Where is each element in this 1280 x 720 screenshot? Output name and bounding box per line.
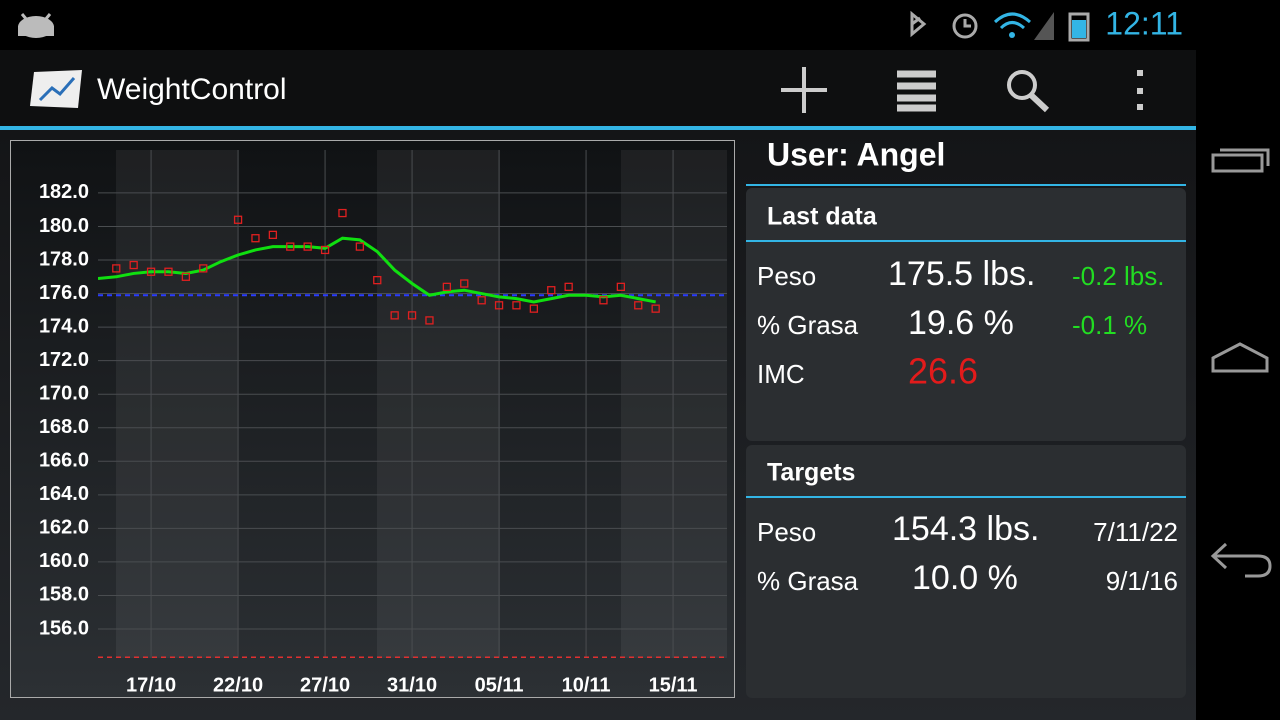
data-point bbox=[512, 301, 521, 310]
date: 9/1/16 bbox=[1106, 566, 1178, 596]
y-tick-label: 170.0 bbox=[39, 382, 89, 404]
week-band bbox=[377, 150, 500, 658]
data-point bbox=[651, 304, 660, 313]
label: Peso bbox=[757, 261, 816, 291]
date: 7/11/22 bbox=[1093, 517, 1178, 547]
divider bbox=[746, 184, 1186, 186]
data-point bbox=[164, 267, 173, 276]
value: 175.5 lbs. bbox=[888, 255, 1035, 293]
x-tick-label: 17/10 bbox=[126, 674, 176, 696]
data-point bbox=[286, 242, 295, 251]
clock: 12:11 bbox=[1105, 5, 1183, 41]
data-point bbox=[199, 264, 208, 273]
action-bar-divider bbox=[0, 126, 1196, 130]
chart-frame bbox=[10, 140, 735, 698]
data-point bbox=[303, 242, 312, 251]
status-bar bbox=[0, 0, 1196, 50]
value: 19.6 % bbox=[908, 304, 1014, 342]
data-point bbox=[355, 242, 365, 251]
search-button[interactable] bbox=[1007, 70, 1050, 113]
label: % Grasa bbox=[757, 310, 859, 340]
delta: -0.1 % bbox=[1072, 310, 1147, 340]
data-point bbox=[616, 282, 626, 292]
y-tick-label: 156.0 bbox=[39, 617, 89, 639]
y-tick-label: 164.0 bbox=[39, 483, 89, 505]
data-point bbox=[268, 230, 278, 240]
y-tick-label: 168.0 bbox=[39, 416, 89, 438]
plot-area bbox=[98, 208, 727, 658]
x-tick-label: 15/11 bbox=[649, 674, 698, 696]
app-title: WeightControl bbox=[97, 73, 287, 106]
label: % Grasa bbox=[757, 566, 859, 596]
label: Peso bbox=[757, 517, 816, 547]
data-point bbox=[146, 267, 156, 276]
week-band bbox=[116, 150, 238, 658]
value: 154.3 lbs. bbox=[892, 510, 1039, 548]
data-point bbox=[529, 304, 539, 313]
trend-line bbox=[98, 236, 656, 304]
value: 26.6 bbox=[908, 351, 978, 392]
app-icon[interactable] bbox=[30, 70, 82, 108]
data-point bbox=[407, 311, 417, 320]
y-tick-label: 172.0 bbox=[39, 349, 89, 371]
week-band bbox=[621, 150, 727, 658]
data-point bbox=[599, 296, 608, 305]
divider bbox=[746, 240, 1186, 242]
data-point bbox=[233, 215, 243, 224]
data-point bbox=[112, 264, 121, 273]
divider bbox=[746, 496, 1186, 498]
status-icons bbox=[910, 10, 1090, 42]
y-tick-label: 166.0 bbox=[39, 450, 89, 472]
home-button[interactable] bbox=[1211, 342, 1269, 373]
x-tick-label: 27/10 bbox=[300, 674, 350, 696]
data-point bbox=[547, 286, 556, 295]
data-point bbox=[442, 282, 452, 292]
data-point bbox=[460, 279, 469, 288]
list-button[interactable] bbox=[897, 70, 936, 112]
data-point bbox=[564, 282, 573, 292]
data-point bbox=[320, 245, 330, 255]
data-point bbox=[477, 296, 486, 305]
x-tick-label: 22/10 bbox=[213, 674, 263, 696]
y-tick-label: 160.0 bbox=[39, 550, 89, 572]
plot bbox=[98, 150, 727, 658]
back-button[interactable] bbox=[1210, 542, 1272, 578]
last-data-panel bbox=[746, 188, 1186, 441]
x-tick-label: 10/11 bbox=[562, 674, 611, 696]
recents-button[interactable] bbox=[1211, 148, 1270, 173]
y-tick-label: 178.0 bbox=[39, 248, 89, 270]
data-point bbox=[373, 275, 382, 285]
y-tick-label: 176.0 bbox=[39, 282, 89, 304]
data-point bbox=[181, 272, 191, 281]
data-point bbox=[425, 316, 434, 325]
action-bar bbox=[0, 50, 1196, 127]
data-point bbox=[251, 234, 260, 243]
panel-title: Last data bbox=[767, 203, 878, 231]
delta: -0.2 lbs. bbox=[1072, 261, 1165, 291]
y-tick-label: 174.0 bbox=[39, 315, 89, 337]
label: IMC bbox=[757, 359, 805, 389]
data-point bbox=[129, 260, 138, 270]
x-tick-label: 05/11 bbox=[475, 674, 524, 696]
user-name: User: Angel bbox=[767, 136, 945, 172]
data-point bbox=[494, 301, 504, 310]
data-point bbox=[634, 301, 643, 310]
y-tick-label: 180.0 bbox=[39, 215, 89, 237]
value: 10.0 % bbox=[912, 559, 1018, 597]
android-icon bbox=[18, 13, 54, 38]
y-tick-label: 158.0 bbox=[39, 584, 89, 606]
data-point bbox=[390, 311, 399, 320]
x-tick-label: 31/10 bbox=[387, 674, 437, 696]
panel-title: Targets bbox=[767, 459, 855, 487]
y-tick-label: 182.0 bbox=[39, 181, 89, 203]
targets-panel bbox=[746, 445, 1186, 698]
add-button[interactable] bbox=[781, 67, 827, 113]
y-tick-label: 162.0 bbox=[39, 517, 89, 539]
data-point bbox=[338, 208, 347, 218]
